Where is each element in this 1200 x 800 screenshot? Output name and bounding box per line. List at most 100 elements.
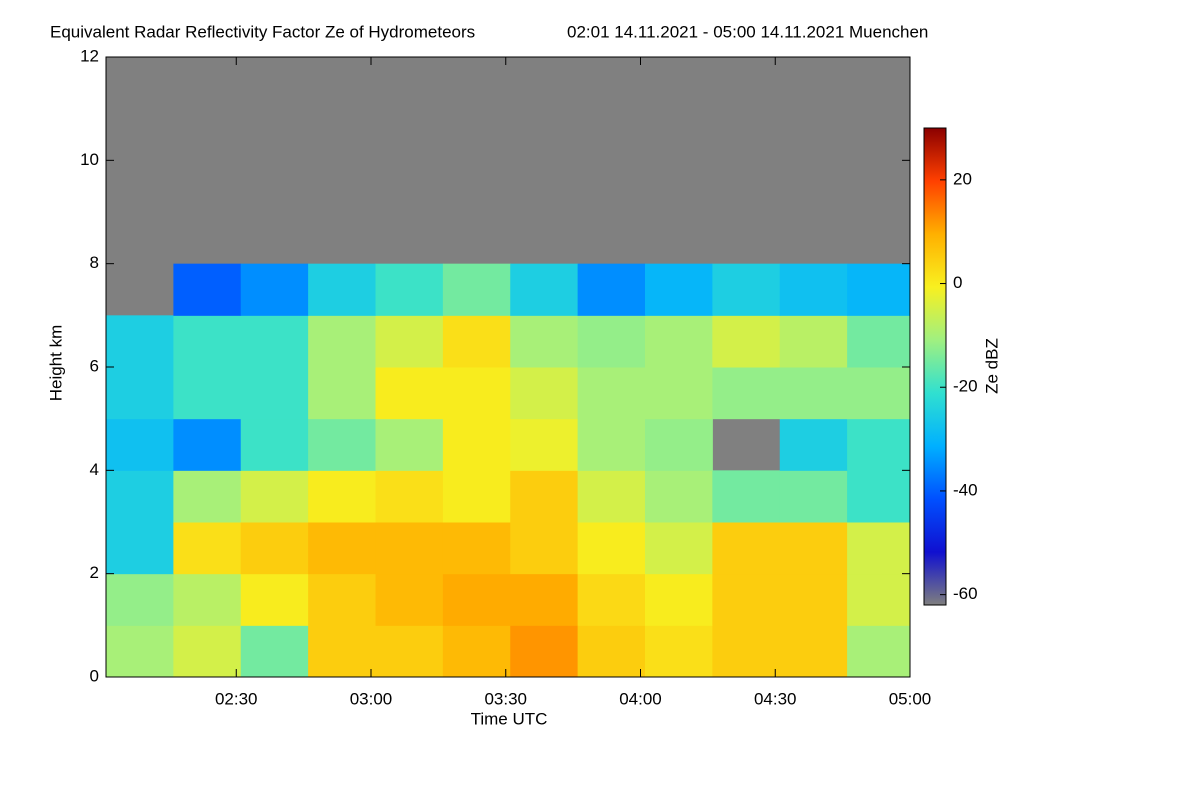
heatmap-cell (644, 418, 713, 471)
heatmap-cell (510, 263, 579, 316)
heatmap-cell (644, 367, 713, 420)
heatmap-cell (375, 418, 444, 471)
heatmap-cell (712, 625, 781, 677)
heatmap-cell (644, 315, 713, 368)
heatmap-cell (577, 625, 646, 677)
colorbar-label: Ze dBZ (982, 338, 1001, 394)
heatmap-cell (779, 315, 848, 368)
heatmap-cell (577, 263, 646, 316)
heatmap-cell (106, 315, 174, 368)
heatmap-cell (712, 573, 781, 626)
heatmap-cell (577, 522, 646, 575)
heatmap-cell (712, 367, 781, 420)
heatmap-cell (712, 522, 781, 575)
heatmap-cell (442, 367, 511, 420)
heatmap-cell (847, 418, 910, 471)
heatmap-cell (106, 470, 174, 523)
colorbar-tick-label: 20 (953, 169, 972, 188)
heatmap-cell (442, 315, 511, 368)
heatmap-cell (442, 625, 511, 677)
heatmap-cell (779, 573, 848, 626)
heatmap-cell (510, 522, 579, 575)
heatmap-cell (644, 625, 713, 677)
heatmap-cell (173, 367, 242, 420)
heatmap-cell (779, 470, 848, 523)
x-tick-label: 03:30 (484, 689, 527, 708)
heatmap-cell (847, 625, 910, 677)
heatmap-cell (847, 315, 910, 368)
heatmap-cell (308, 573, 376, 626)
heatmap-cell (442, 263, 511, 316)
colorbar-tick-label: -40 (953, 480, 978, 499)
heatmap-cell (577, 315, 646, 368)
colorbar-tick-label: 0 (953, 273, 962, 292)
heatmap-cell (173, 263, 242, 316)
heatmap-cell (847, 522, 910, 575)
heatmap-cell (644, 522, 713, 575)
heatmap-cell (375, 470, 444, 523)
heatmap-cell (847, 573, 910, 626)
heatmap-cell (375, 263, 444, 316)
heatmap-cell (173, 315, 242, 368)
y-tick-label: 10 (80, 150, 99, 169)
heatmap-cell (240, 367, 309, 420)
heatmap-cell (577, 418, 646, 471)
heatmap-cell (510, 418, 579, 471)
heatmap-cell (510, 470, 579, 523)
heatmap-cell (577, 573, 646, 626)
heatmap-cell (240, 573, 309, 626)
x-tick-label: 02:30 (215, 689, 258, 708)
heatmap-cell (375, 367, 444, 420)
heatmap-cell (308, 263, 376, 316)
y-tick-label: 8 (90, 253, 99, 272)
x-tick-label: 03:00 (350, 689, 393, 708)
heatmap (106, 263, 910, 677)
heatmap-cell (173, 522, 242, 575)
heatmap-cell (106, 625, 174, 677)
heatmap-cell (173, 418, 242, 471)
heatmap-cell (308, 315, 376, 368)
heatmap-cell (510, 367, 579, 420)
y-tick-label: 12 (80, 46, 99, 65)
heatmap-cell (106, 522, 174, 575)
colorbar (923, 127, 947, 606)
heatmap-cell (375, 315, 444, 368)
heatmap-cell (644, 573, 713, 626)
heatmap-cell (375, 573, 444, 626)
heatmap-cell (644, 263, 713, 316)
heatmap-cell (240, 418, 309, 471)
heatmap-cell (240, 263, 309, 316)
heatmap-cell (712, 263, 781, 316)
heatmap-cell (847, 367, 910, 420)
y-tick-label: 4 (90, 460, 99, 479)
heatmap-cell (779, 367, 848, 420)
heatmap-cell (240, 315, 309, 368)
heatmap-cell (442, 522, 511, 575)
heatmap-cell (442, 470, 511, 523)
y-tick-label: 0 (90, 666, 99, 685)
chart-subtitle: 02:01 14.11.2021 - 05:00 14.11.2021 Muen… (567, 22, 928, 41)
heatmap-cell (375, 522, 444, 575)
heatmap-cell (240, 470, 309, 523)
heatmap-cell (510, 573, 579, 626)
x-tick-label: 05:00 (889, 689, 932, 708)
heatmap-cell (308, 470, 376, 523)
heatmap-cell (173, 625, 242, 677)
y-tick-label: 6 (90, 356, 99, 375)
heatmap-cell (577, 367, 646, 420)
heatmap-cell (712, 315, 781, 368)
heatmap-cell (375, 625, 444, 677)
heatmap-cell (240, 625, 309, 677)
heatmap-cell (847, 263, 910, 316)
heatmap-cell (779, 418, 848, 471)
heatmap-cell (308, 418, 376, 471)
heatmap-cell (847, 470, 910, 523)
heatmap-cell (510, 315, 579, 368)
heatmap-cell (779, 522, 848, 575)
y-axis-label: Height km (46, 325, 65, 402)
heatmap-cell (106, 418, 174, 471)
heatmap-cell (308, 625, 376, 677)
heatmap-cell (308, 522, 376, 575)
heatmap-cell (779, 625, 848, 677)
